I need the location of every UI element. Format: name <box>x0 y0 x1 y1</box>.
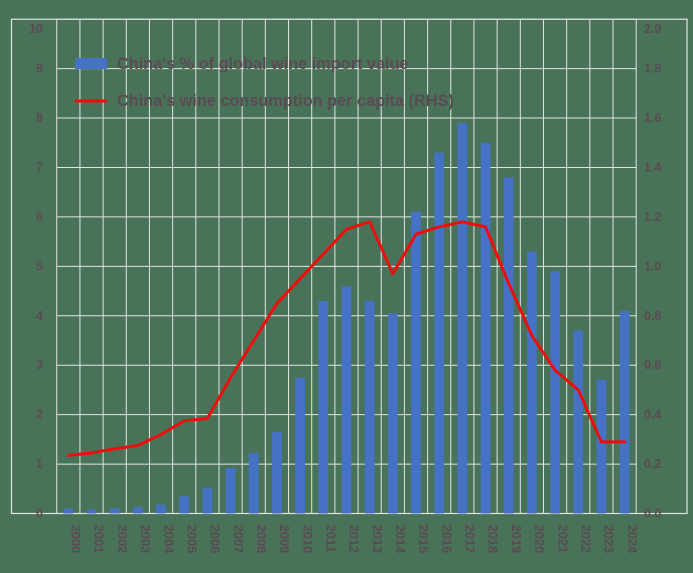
svg-text:2021: 2021 <box>555 525 570 554</box>
svg-text:0: 0 <box>36 507 43 521</box>
svg-text:2009: 2009 <box>277 525 292 554</box>
svg-text:2019: 2019 <box>509 525 524 554</box>
svg-text:2024: 2024 <box>625 525 640 555</box>
svg-text:2017: 2017 <box>463 525 478 554</box>
svg-text:4: 4 <box>36 309 43 323</box>
svg-text:2012: 2012 <box>347 525 362 554</box>
svg-text:2005: 2005 <box>184 525 199 554</box>
svg-text:2018: 2018 <box>486 525 501 554</box>
svg-text:2: 2 <box>36 408 43 422</box>
svg-text:2008: 2008 <box>254 525 269 554</box>
svg-text:5: 5 <box>36 259 43 273</box>
svg-text:2002: 2002 <box>115 525 130 554</box>
svg-text:7: 7 <box>36 161 43 175</box>
svg-text:China's % of global wine impor: China's % of global wine import value <box>117 55 409 73</box>
svg-text:1.6: 1.6 <box>644 111 661 125</box>
svg-text:0.8: 0.8 <box>644 309 661 323</box>
svg-text:2010: 2010 <box>300 525 315 554</box>
svg-text:9: 9 <box>36 62 43 76</box>
svg-text:6: 6 <box>36 210 43 224</box>
svg-text:2023: 2023 <box>602 525 617 554</box>
svg-text:2013: 2013 <box>370 525 385 554</box>
svg-text:2.0: 2.0 <box>644 22 661 36</box>
svg-text:2004: 2004 <box>161 525 176 555</box>
svg-text:1: 1 <box>36 457 43 471</box>
svg-text:0.4: 0.4 <box>644 408 661 422</box>
svg-text:1.4: 1.4 <box>644 161 661 175</box>
svg-text:0.2: 0.2 <box>644 457 661 471</box>
svg-text:1.2: 1.2 <box>644 210 661 224</box>
svg-text:8: 8 <box>36 111 43 125</box>
svg-text:2003: 2003 <box>138 525 153 554</box>
svg-text:2015: 2015 <box>416 525 431 554</box>
svg-text:2016: 2016 <box>439 525 454 554</box>
svg-text:2000: 2000 <box>69 525 84 554</box>
svg-text:2011: 2011 <box>324 525 339 553</box>
svg-text:1.0: 1.0 <box>644 259 661 273</box>
svg-text:2022: 2022 <box>578 525 593 554</box>
svg-text:0.6: 0.6 <box>644 358 661 372</box>
svg-text:1.8: 1.8 <box>644 62 661 76</box>
svg-text:2001: 2001 <box>92 525 107 554</box>
svg-text:3: 3 <box>36 358 43 372</box>
svg-text:10: 10 <box>29 22 43 36</box>
svg-text:2006: 2006 <box>208 525 223 554</box>
svg-text:China's wine consumption per c: China's wine consumption per capita (RHS… <box>117 92 454 110</box>
svg-text:0.0: 0.0 <box>644 507 661 521</box>
svg-text:2007: 2007 <box>231 525 246 554</box>
svg-text:2014: 2014 <box>393 525 408 555</box>
svg-text:2020: 2020 <box>532 525 547 554</box>
